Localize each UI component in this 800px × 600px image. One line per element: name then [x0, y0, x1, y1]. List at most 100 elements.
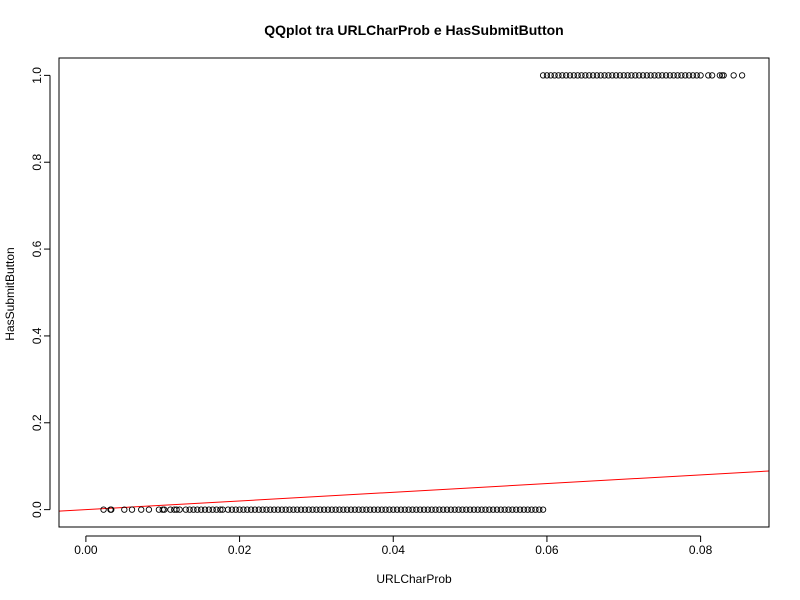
x-axis: 0.00 0.02 0.04 0.06 0.08 — [74, 535, 713, 557]
data-point — [190, 506, 197, 513]
data-point — [593, 72, 601, 79]
data-point — [374, 506, 382, 513]
data-point — [566, 72, 574, 79]
data-point — [409, 506, 416, 513]
data-point — [271, 506, 278, 513]
data-point — [324, 506, 332, 513]
data-point — [670, 72, 677, 79]
data-point — [501, 506, 508, 513]
data-point — [393, 506, 401, 513]
data-point — [370, 506, 378, 513]
data-point — [413, 506, 420, 513]
data-point — [297, 506, 305, 513]
data-point — [186, 506, 193, 513]
data-point — [332, 506, 339, 513]
data-point — [228, 506, 236, 513]
data-point — [451, 506, 458, 513]
data-point — [173, 506, 180, 513]
data-point — [340, 506, 347, 513]
data-point — [251, 506, 259, 513]
data-point — [482, 506, 489, 513]
data-point — [313, 506, 320, 513]
data-point — [466, 506, 474, 513]
y-tick-label: 1.0 — [30, 67, 44, 84]
data-point — [659, 72, 666, 79]
data-point — [674, 72, 681, 79]
data-point — [562, 72, 570, 79]
data-point — [100, 506, 107, 513]
data-point — [639, 72, 647, 79]
data-point — [543, 72, 551, 79]
data-point — [574, 72, 581, 79]
data-point — [428, 506, 435, 513]
data-point — [578, 72, 585, 79]
data-point — [474, 506, 481, 513]
data-point — [447, 506, 455, 513]
data-point — [405, 506, 412, 513]
data-point — [559, 72, 566, 79]
data-point — [424, 506, 431, 513]
data-point — [655, 72, 662, 79]
data-point — [436, 506, 443, 513]
data-point — [635, 72, 643, 79]
data-point — [224, 506, 232, 513]
data-point — [520, 506, 528, 513]
data-point — [236, 506, 243, 513]
data-point — [516, 506, 524, 513]
data-point — [121, 506, 128, 513]
data-point — [478, 506, 485, 513]
data-point — [730, 72, 737, 79]
data-point — [209, 506, 216, 513]
data-point — [401, 506, 408, 513]
data-point — [278, 506, 285, 513]
data-point — [301, 506, 309, 513]
data-point — [282, 506, 289, 513]
data-point — [390, 506, 397, 513]
data-point — [632, 72, 639, 79]
data-point — [651, 72, 658, 79]
data-point — [367, 506, 374, 513]
x-tick-label: 0.04 — [382, 543, 406, 557]
data-point — [705, 72, 712, 79]
data-point — [108, 506, 115, 513]
data-point — [589, 72, 597, 79]
data-point — [532, 506, 539, 513]
data-point — [628, 72, 635, 79]
data-point — [678, 72, 685, 79]
data-point — [513, 506, 520, 513]
data-point — [716, 72, 723, 79]
data-point — [685, 72, 693, 79]
data-point — [586, 72, 593, 79]
data-point — [459, 506, 466, 513]
y-axis-title: HasSubmitButton — [3, 247, 17, 340]
data-point — [328, 506, 335, 513]
data-point — [267, 506, 274, 513]
data-point — [182, 506, 189, 513]
data-point — [145, 506, 153, 513]
data-point — [539, 506, 547, 513]
data-point — [138, 506, 145, 513]
data-point — [524, 506, 531, 513]
data-point — [555, 72, 562, 79]
data-point — [536, 506, 543, 513]
data-point — [176, 506, 183, 513]
data-point — [240, 506, 247, 513]
data-point — [351, 506, 358, 513]
data-point — [386, 506, 393, 513]
data-point — [455, 506, 462, 513]
data-point — [597, 72, 604, 79]
data-point — [432, 506, 439, 513]
plot-frame — [58, 57, 770, 528]
data-point — [255, 506, 262, 513]
data-point — [647, 72, 654, 79]
data-point — [440, 506, 447, 513]
y-tick-label: 0.0 — [30, 501, 44, 518]
data-point — [489, 506, 497, 513]
data-point — [582, 72, 589, 79]
data-point — [309, 506, 316, 513]
data-point — [689, 72, 697, 79]
chart-title: QQplot tra URLCharProb e HasSubmitButton — [264, 22, 563, 38]
data-point — [609, 72, 616, 79]
data-point — [570, 72, 577, 79]
